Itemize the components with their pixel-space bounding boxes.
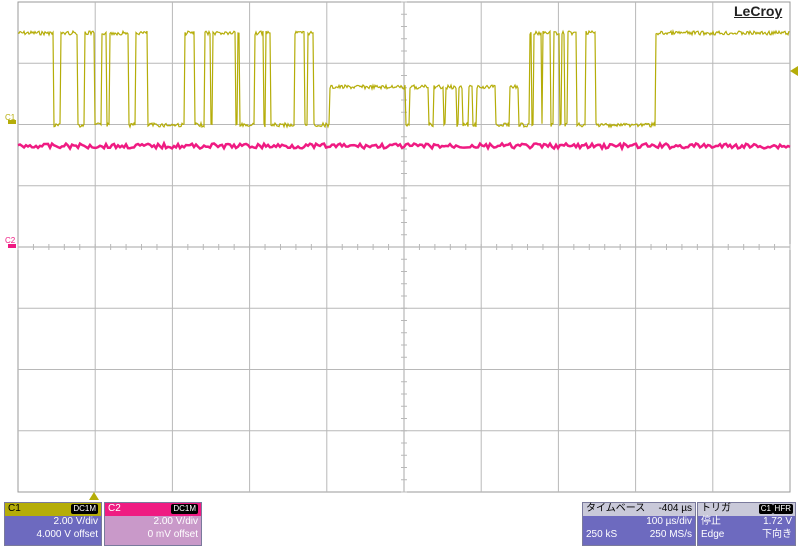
timebase-delay: -404 µs — [658, 503, 692, 514]
channel1-marker-label: C1 — [5, 113, 16, 122]
graticule-grid — [17, 1, 791, 493]
channel1-name: C1 — [8, 503, 21, 514]
channel2-ground-marker[interactable] — [8, 244, 16, 248]
trigger-level-marker[interactable] — [790, 66, 798, 76]
brand-logo: LeCroy — [734, 3, 783, 19]
timebase-title: タイムベース — [586, 503, 646, 514]
channel1-ground-marker[interactable] — [8, 120, 16, 124]
trigger-panel[interactable]: トリガ C1 HFR 停止 1.72 V Edge 下向き — [697, 502, 796, 546]
timebase-rate: 250 MS/s — [649, 529, 692, 540]
channel2-offset: 0 mV offset — [147, 529, 198, 540]
trigger-position-marker[interactable] — [89, 492, 99, 500]
channel1-offset: 4.000 V offset — [36, 529, 98, 540]
trigger-mode-badge: HFR — [772, 504, 793, 514]
trigger-source-badge: C1 — [758, 504, 773, 514]
timebase-tdiv: 100 µs/div — [646, 516, 692, 527]
timebase-samples: 250 kS — [586, 529, 618, 540]
channel1-coupling-badge: DC1M — [71, 504, 98, 514]
channel2-vdiv: 2.00 V/div — [153, 516, 198, 527]
channel1-panel[interactable]: C1 DC1M 2.00 V/div 4.000 V offset — [4, 502, 102, 546]
trigger-title: トリガ — [701, 503, 731, 514]
timebase-panel[interactable]: タイムベース -404 µs 100 µs/div 250 kS 250 MS/… — [582, 502, 696, 546]
channel2-panel[interactable]: C2 DC1M 2.00 V/div 0 mV offset — [104, 502, 202, 546]
channel2-trace — [17, 140, 791, 152]
channel2-name: C2 — [108, 503, 121, 514]
trigger-state: 停止 — [701, 516, 721, 527]
channel1-trace — [17, 28, 790, 129]
channel2-coupling-badge: DC1M — [171, 504, 198, 514]
channel2-marker-label: C2 — [5, 236, 16, 245]
channel1-vdiv: 2.00 V/div — [53, 516, 98, 527]
trigger-slope: 下向き — [762, 529, 792, 540]
trigger-type: Edge — [701, 529, 725, 540]
trigger-level: 1.72 V — [763, 516, 792, 527]
waveform-display[interactable] — [0, 0, 800, 500]
